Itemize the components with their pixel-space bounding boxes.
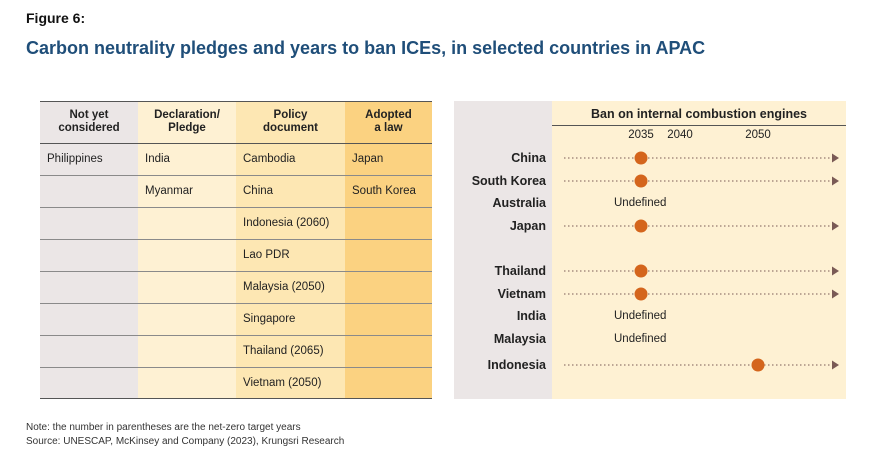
table-cell: Malaysia (2050) [243, 281, 325, 293]
row-divider [40, 207, 432, 208]
table-top-rule [40, 101, 432, 102]
chart-marks [564, 151, 839, 372]
row-divider [40, 239, 432, 240]
undefined-label: Undefined [614, 310, 667, 322]
header-text: Declaration/ Pledge [154, 109, 220, 134]
country-label: Japan [509, 219, 546, 233]
table-cell: Vietnam (2050) [243, 377, 322, 389]
ban-year-marker [634, 151, 648, 165]
figure-title: Carbon neutrality pledges and years to b… [26, 38, 706, 58]
x-tick-label: 2040 [667, 129, 693, 141]
timeline-arrow-head [832, 289, 839, 299]
timeline-arrow-head [832, 266, 839, 276]
header-text: Policy document [263, 109, 318, 134]
table-cell: Myanmar [145, 185, 193, 197]
row-divider [40, 335, 432, 336]
header-text: Not yet considered [58, 109, 120, 134]
country-label: South Korea [471, 174, 546, 188]
table-cell: Japan [352, 153, 384, 165]
timeline-arrow-head [832, 153, 839, 163]
column-adopted-law [345, 101, 432, 399]
row-divider [40, 143, 432, 144]
ban-year-marker [751, 358, 765, 372]
country-label: Malaysia [493, 332, 546, 346]
column-declaration-pledge [138, 101, 236, 399]
figure-label: Figure 6: [26, 10, 86, 26]
table-bottom-rule [40, 398, 432, 399]
country-label: Vietnam [497, 287, 546, 301]
timeline-arrow-head [832, 221, 839, 231]
header-declaration-pledge: Declaration/ Pledge [138, 101, 236, 143]
pledge-table: Not yet considered Declaration/ Pledge P… [40, 101, 432, 399]
source-text: Source: UNESCAP, McKinsey and Company (2… [26, 436, 345, 447]
undefined-label: Undefined [614, 197, 667, 209]
country-label: India [516, 309, 546, 323]
table-cell: Lao PDR [243, 249, 290, 261]
ban-year-marker [634, 264, 648, 278]
ban-year-marker [634, 219, 648, 233]
header-not-yet-considered: Not yet considered [40, 101, 138, 143]
row-divider [40, 367, 432, 368]
table-cell: Philippines [47, 153, 103, 165]
row-divider [40, 271, 432, 272]
undefined-label: Undefined [614, 333, 667, 345]
table-cell: Thailand (2065) [243, 345, 324, 357]
x-tick-label: 2035 [628, 129, 654, 141]
ban-year-marker [634, 174, 648, 188]
column-not-yet-considered [40, 101, 138, 399]
column-policy-document [236, 101, 345, 399]
note-text: Note: the number in parentheses are the … [26, 422, 301, 433]
table-cell: Singapore [243, 313, 296, 325]
chart-title: Ban on internal combustion engines [591, 107, 807, 121]
chart-title-rule [552, 125, 846, 126]
ban-year-marker [634, 287, 648, 301]
country-label: Indonesia [487, 358, 546, 372]
chart-plot-area [552, 101, 846, 399]
timeline-arrow-head [832, 360, 839, 370]
country-label: China [511, 151, 546, 165]
timeline-arrow-head [832, 176, 839, 186]
header-adopted-law: Adopted a law [345, 101, 432, 143]
table-cell: India [145, 153, 170, 165]
table-cell: Indonesia (2060) [243, 217, 330, 229]
header-text: Adopted a law [365, 109, 412, 134]
ice-ban-chart: Ban on internal combustion engines 2035 2… [454, 101, 846, 399]
footnote: Note: the number in parentheses are the … [26, 421, 344, 449]
table-cell: South Korea [352, 185, 416, 197]
table-cell: Cambodia [243, 153, 296, 165]
x-tick-label: 2050 [745, 129, 771, 141]
country-label: Australia [492, 196, 547, 210]
row-divider [40, 303, 432, 304]
country-label: Thailand [494, 264, 546, 278]
row-divider [40, 175, 432, 176]
header-policy-document: Policy document [236, 101, 345, 143]
table-cell: China [243, 185, 274, 197]
